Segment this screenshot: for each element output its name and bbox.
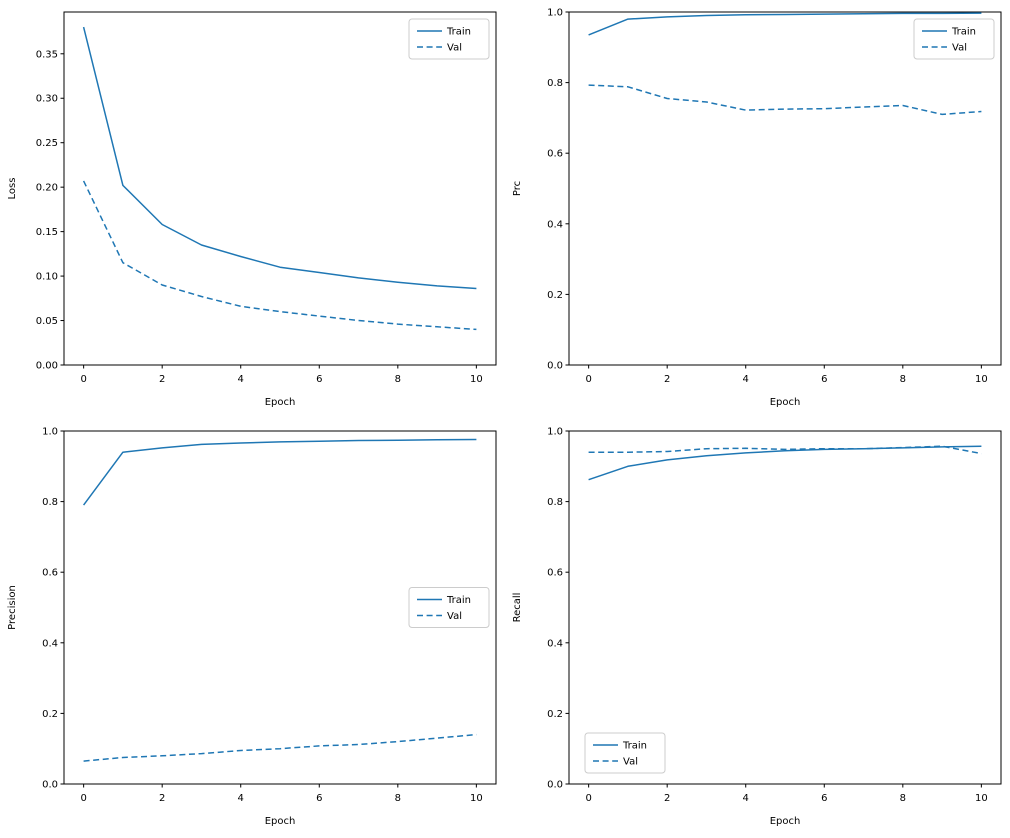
axes-spines — [568, 430, 1002, 785]
series-val-line — [83, 733, 477, 762]
x-axis-label: Epoch — [265, 397, 296, 408]
y-tick-label: 0.6 — [42, 568, 58, 579]
series-val-line — [588, 445, 982, 455]
x-axis-label: Epoch — [265, 816, 296, 827]
x-tick-label: 10 — [975, 793, 988, 804]
x-tick-label: 0 — [80, 374, 86, 385]
y-tick-label: 0.4 — [42, 638, 58, 649]
x-tick-label: 6 — [316, 374, 322, 385]
y-axis-label: Recall — [512, 593, 523, 623]
legend: Train Val — [584, 732, 666, 774]
x-tick-label: 4 — [743, 793, 749, 804]
x-tick-label: 0 — [585, 793, 591, 804]
legend-val-label: Val — [447, 43, 462, 54]
prc-plot-svg: 0 2 4 6 8 10 0.0 0.2 0.4 0.6 0.8 1.0 Epoch Prc Train Va… — [512, 8, 1002, 408]
y-tick-label: 0.05 — [36, 316, 58, 327]
x-tick-label: 6 — [316, 793, 322, 804]
x-tick-label: 0 — [585, 374, 591, 385]
loss-chart: 0 2 4 6 8 10 0.00 0.05 0.10 0.15 0.20 0.25 0.30 0.35 E… — [0, 0, 505, 419]
legend: Train Val — [913, 18, 995, 60]
y-tick-label: 0.35 — [36, 49, 58, 60]
x-tick-label: 10 — [470, 374, 483, 385]
y-tick-label: 1.0 — [547, 427, 563, 438]
y-tick-label: 0.8 — [547, 497, 563, 508]
y-tick-label: 0.0 — [547, 780, 563, 791]
series-train-line — [82, 438, 477, 506]
legend: Train Val — [408, 587, 490, 628]
legend-val-label: Val — [447, 611, 462, 622]
axes-spines — [63, 430, 497, 785]
axes-spines — [63, 11, 497, 366]
y-tick-label: 0.6 — [547, 568, 563, 579]
y-tick-label: 0.0 — [547, 361, 563, 372]
recall-plot-svg: 0 2 4 6 8 10 0.0 0.2 0.4 0.6 0.8 1.0 Epoch Recall Trai… — [512, 427, 1002, 827]
y-tick-label: 0.4 — [547, 219, 563, 230]
recall-chart: 0 2 4 6 8 10 0.0 0.2 0.4 0.6 0.8 1.0 Epoch Recall Trai… — [505, 419, 1010, 838]
prc-chart: 0 2 4 6 8 10 0.0 0.2 0.4 0.6 0.8 1.0 Epoch Prc Train Va… — [505, 0, 1010, 419]
x-tick-label: 8 — [395, 374, 401, 385]
legend-val-label: Val — [952, 43, 967, 54]
y-tick-label: 0.2 — [42, 709, 58, 720]
x-tick-label: 2 — [664, 374, 670, 385]
x-tick-label: 4 — [238, 374, 244, 385]
series-val-line — [82, 180, 477, 331]
x-tick-label: 4 — [238, 793, 244, 804]
x-tick-label: 0 — [80, 793, 86, 804]
x-tick-label: 4 — [743, 374, 749, 385]
series-train-line — [588, 12, 982, 36]
x-axis-label: Epoch — [770, 397, 801, 408]
y-tick-label: 0.15 — [36, 227, 58, 238]
x-tick-label: 2 — [159, 374, 165, 385]
y-axis-label: Loss — [7, 178, 18, 200]
legend-frame — [408, 18, 490, 60]
x-tick-label: 10 — [470, 793, 483, 804]
y-tick-label: 0.00 — [36, 361, 58, 372]
y-tick-label: 0.0 — [42, 780, 58, 791]
x-axis-label: Epoch — [770, 816, 801, 827]
legend-train-label: Train — [622, 741, 647, 752]
y-axis-label: Prc — [512, 181, 523, 196]
series-train-line — [82, 26, 477, 290]
legend-frame — [913, 18, 995, 60]
x-tick-label: 8 — [900, 374, 906, 385]
y-tick-label: 0.8 — [547, 78, 563, 89]
y-tick-label: 0.4 — [547, 638, 563, 649]
x-tick-label: 10 — [975, 374, 988, 385]
series-val-line — [588, 84, 982, 116]
x-tick-label: 2 — [159, 793, 165, 804]
legend-val-label: Val — [623, 757, 638, 768]
x-tick-label: 2 — [664, 793, 670, 804]
y-tick-label: 0.10 — [36, 272, 58, 283]
y-tick-label: 0.8 — [42, 497, 58, 508]
y-axis-label: Precision — [7, 585, 18, 630]
legend: Train Val — [408, 18, 490, 60]
precision-plot-svg: 0 2 4 6 8 10 0.0 0.2 0.4 0.6 0.8 1.0 Epoch Precision T… — [7, 427, 497, 827]
axes-spines — [568, 11, 1002, 366]
y-tick-label: 0.2 — [547, 709, 563, 720]
legend-frame — [408, 587, 490, 628]
y-tick-label: 0.30 — [36, 94, 58, 105]
y-tick-label: 0.20 — [36, 183, 58, 194]
y-tick-label: 0.6 — [547, 149, 563, 160]
x-tick-label: 6 — [821, 793, 827, 804]
loss-plot-svg: 0 2 4 6 8 10 0.00 0.05 0.10 0.15 0.20 0.25 0.30 0.35 E… — [7, 11, 497, 408]
x-tick-label: 6 — [821, 374, 827, 385]
x-tick-label: 8 — [395, 793, 401, 804]
legend-train-label: Train — [446, 595, 471, 606]
x-tick-label: 8 — [900, 793, 906, 804]
legend-train-label: Train — [446, 27, 471, 38]
y-tick-label: 0.25 — [36, 138, 58, 149]
y-tick-label: 1.0 — [42, 427, 58, 438]
precision-chart: 0 2 4 6 8 10 0.0 0.2 0.4 0.6 0.8 1.0 Epoch Precision T… — [0, 419, 505, 838]
y-tick-label: 1.0 — [547, 8, 563, 19]
legend-frame — [584, 732, 666, 774]
y-tick-label: 0.2 — [547, 290, 563, 301]
legend-train-label: Train — [951, 27, 976, 38]
